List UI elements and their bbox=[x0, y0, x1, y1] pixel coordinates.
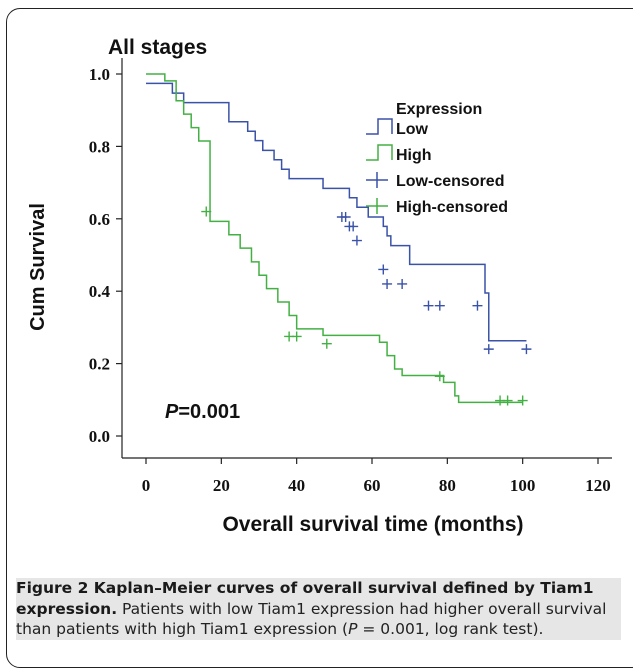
legend-title: Expression bbox=[396, 101, 482, 118]
y-tick-label: 0.2 bbox=[89, 355, 110, 374]
legend-swatch-high bbox=[366, 144, 393, 161]
caption-text-after: = 0.001, log rank test). bbox=[357, 620, 544, 638]
legend-swatch-low bbox=[366, 118, 393, 135]
censor-mark-high-censored bbox=[502, 395, 513, 406]
censor-mark-high-censored bbox=[321, 338, 332, 349]
x-axis-label: Overall survival time (months) bbox=[222, 513, 523, 536]
y-tick-label: 0.0 bbox=[89, 427, 110, 446]
censor-mark-low-censored bbox=[348, 221, 359, 232]
censor-mark-high-censored bbox=[517, 395, 528, 406]
y-tick-label: 0.6 bbox=[89, 210, 110, 229]
caption-p-symbol: P bbox=[348, 620, 358, 638]
caption-text-before: Patients with low Tiam1 expression had h… bbox=[16, 599, 607, 639]
chart-title: All stages bbox=[108, 36, 207, 59]
curve-high bbox=[146, 73, 523, 404]
x-tick-label: 0 bbox=[142, 476, 151, 495]
p-value-annotation: P=0.001 bbox=[165, 401, 240, 423]
censor-mark-low-censored bbox=[351, 235, 362, 246]
y-tick-label: 0.8 bbox=[89, 137, 110, 156]
x-tick-label: 20 bbox=[213, 476, 230, 495]
censor-mark-low-censored bbox=[423, 300, 434, 311]
p-value-number: =0.001 bbox=[178, 401, 240, 423]
x-tick-label: 80 bbox=[439, 476, 456, 495]
censor-mark-low-censored bbox=[472, 300, 483, 311]
legend-swatch-low-censored bbox=[366, 172, 388, 188]
legend-swatch-high-censored bbox=[366, 198, 388, 214]
x-tick-label: 60 bbox=[364, 476, 381, 495]
legend-label-low: Low bbox=[396, 121, 429, 138]
legend: Expression Low High Low-censored High-censo… bbox=[366, 101, 508, 216]
censor-mark-low-censored bbox=[382, 278, 393, 289]
censor-mark-low-censored bbox=[340, 211, 351, 222]
censor-mark-low-censored bbox=[483, 344, 494, 355]
censor-mark-high-censored bbox=[434, 371, 445, 382]
y-axis-label: Cum Survival bbox=[27, 203, 49, 331]
caption-figure-label: Figure 2 Kaplan–Meier curves of overall … bbox=[16, 579, 594, 618]
curve-low bbox=[146, 82, 527, 342]
censor-mark-high-censored bbox=[291, 331, 302, 342]
figure-caption: Figure 2 Kaplan–Meier curves of overall … bbox=[16, 578, 621, 640]
censor-marks bbox=[201, 206, 532, 406]
legend-label-high: High bbox=[396, 147, 432, 164]
x-tick-label: 120 bbox=[585, 476, 611, 495]
p-value-symbol: P bbox=[165, 401, 179, 423]
survival-curves bbox=[146, 73, 527, 404]
censor-mark-low-censored bbox=[378, 264, 389, 275]
censor-mark-high-censored bbox=[201, 206, 212, 217]
censor-mark-low-censored bbox=[434, 300, 445, 311]
censor-mark-low-censored bbox=[521, 344, 532, 355]
kaplan-meier-chart: All stages Cum Survival Overall survival… bbox=[27, 36, 612, 536]
legend-label-low-censored: Low-censored bbox=[396, 173, 504, 190]
censor-mark-low-censored bbox=[397, 278, 408, 289]
x-tick-label: 100 bbox=[510, 476, 536, 495]
legend-label-high-censored: High-censored bbox=[396, 199, 508, 216]
y-tick-label: 0.4 bbox=[89, 282, 111, 301]
axes: 0.0 0.2 0.4 0.6 0.8 1.0 0 20 40 60 80 100 120 bbox=[89, 58, 612, 495]
x-tick-label: 40 bbox=[288, 476, 305, 495]
y-tick-label: 1.0 bbox=[89, 65, 110, 84]
